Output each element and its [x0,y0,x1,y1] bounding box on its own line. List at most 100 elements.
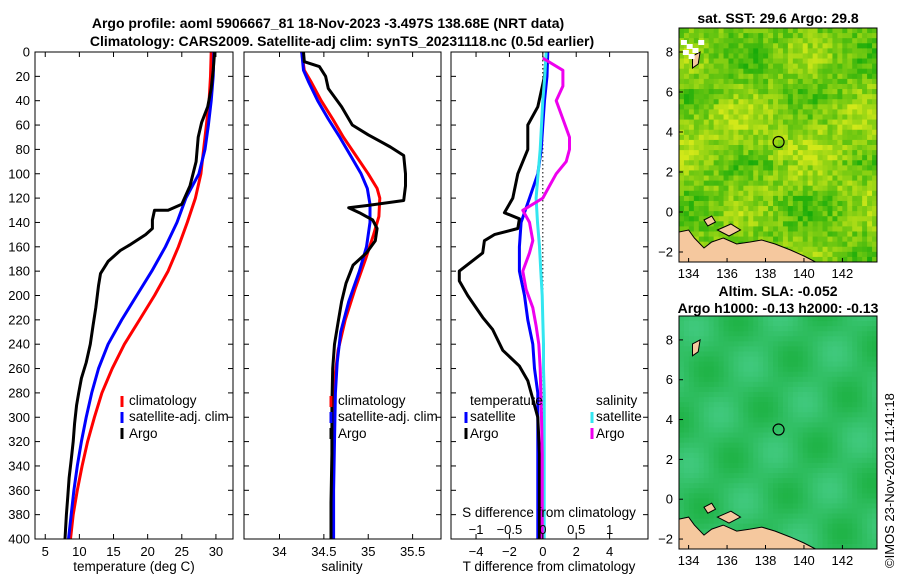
map-cell [807,316,814,322]
map-cell [822,129,829,136]
map-cell [792,241,799,248]
map-cell [768,523,774,530]
map-cell [679,381,685,388]
map-cell [822,216,829,222]
map-cell [827,89,834,95]
map-cell [832,170,838,177]
map-cell [807,473,814,479]
map-cell [743,58,749,65]
map-cell [743,462,749,469]
map-cell [862,73,868,80]
map-cell [797,89,804,95]
map-cell [817,391,824,398]
map-cell [842,427,848,434]
map-cell [842,447,848,454]
map-cell [862,508,868,515]
map-cell [718,83,725,90]
map-cell [807,145,814,151]
map-cell [872,341,877,347]
map-cell [782,518,789,525]
map-cell [698,236,705,243]
difference-panel: −4 −2 0 2 4−1 −0.5 0 0.5 1 S difference from cli… [450,51,649,574]
map-cell [679,503,685,510]
map-cell [753,119,759,126]
map-cell [802,43,809,49]
map-cell [693,185,700,192]
map-cell [738,523,744,530]
map-cell [693,493,700,499]
map-cell [703,326,710,332]
map-cell [817,48,824,55]
map-cell [683,513,690,520]
map-cell [842,175,848,182]
map-cell [778,134,784,141]
map-cell [832,94,838,100]
map-cell [703,160,710,166]
series-line-satellite-adj-clim [300,52,372,539]
map-cell [852,78,858,85]
map-cell [867,175,873,182]
s-tick-label: −1 [469,522,484,537]
map-cell [753,341,759,347]
map-cell [812,543,819,549]
map-cell [693,467,700,474]
map-cell [827,221,834,227]
map-cell [679,145,685,151]
map-cell [688,185,695,192]
map-cell [812,129,819,136]
map-cell [847,195,853,202]
map-cell [733,316,739,322]
map-cell [782,58,789,65]
map-cell [713,386,720,393]
map-cell [768,336,774,342]
map-cell [782,528,789,535]
map-cell [723,114,730,121]
map-cell [683,447,690,454]
map-cell [679,221,685,227]
map-cell [743,68,749,75]
map-cell [768,221,774,227]
map-cell [728,99,735,105]
map-cell [723,109,730,116]
map-cell [763,155,769,161]
map-cell [817,241,824,248]
map-cell [857,119,863,126]
map-cell [738,407,744,413]
map-cell [847,442,853,449]
copyright-stamp: ©IMOS 23-Nov-2023 11:41:18 [882,393,897,568]
map-cell [743,447,749,454]
map-cell [738,83,744,90]
map-cell [787,109,794,116]
map-cell [748,78,754,85]
map-cell [778,488,784,494]
map-cell [753,473,759,479]
map-cell [683,216,690,222]
map-cell [703,134,710,141]
map-cell [738,417,744,423]
map-cell [797,124,804,131]
map-cell [787,432,794,439]
map-cell [867,155,873,161]
map-cell [822,221,829,227]
map-cell [753,63,759,70]
map-cell [787,155,794,161]
map-cell [733,190,739,197]
map-cell [768,175,774,182]
map-cell [768,160,774,166]
map-cell [842,155,848,161]
map-cell [693,386,700,393]
map-cell [688,412,695,418]
map-cell [713,58,720,65]
map-cell [679,412,685,418]
map-cell [763,119,769,126]
map-cell [867,195,873,202]
map-cell [748,386,754,393]
map-cell [698,104,705,110]
map-cell [787,94,794,100]
map-cell [867,503,873,510]
map-cell [862,124,868,131]
map-cell [753,231,759,238]
map-cell [782,381,789,388]
map-cell [723,503,730,510]
map-cell [792,412,799,418]
